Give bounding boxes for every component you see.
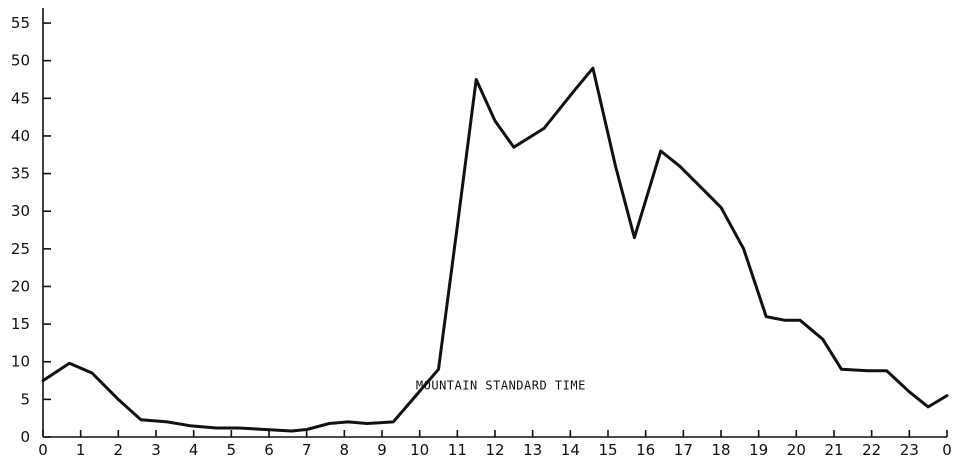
x-tick-label: 22	[862, 441, 881, 459]
y-tick-label: 30	[11, 202, 30, 220]
y-tick-label: 35	[11, 165, 30, 183]
x-tick-label: 19	[749, 441, 768, 459]
x-axis: 0 1 2 3 4 5 6 7 8 9 10 11 12 13 14 15 16 17 18 19 20 21 22 23 0	[38, 430, 952, 459]
y-tick-label: 5	[20, 390, 30, 408]
x-tick-label: 9	[377, 441, 387, 459]
x-tick-label: 21	[824, 441, 843, 459]
y-axis: 0 5 10 15 20 25 30 35 40 45 50 55	[11, 8, 51, 446]
x-tick-label: 11	[448, 441, 467, 459]
x-tick-label: 4	[189, 441, 199, 459]
x-tick-label: 18	[711, 441, 730, 459]
x-tick-label: 13	[523, 441, 542, 459]
x-tick-label: 23	[900, 441, 919, 459]
y-tick-label: 0	[20, 428, 30, 446]
y-tick-label: 10	[11, 353, 30, 371]
x-tick-label: 0	[38, 441, 48, 459]
y-tick-label: 50	[11, 52, 30, 70]
x-tick-label: 15	[598, 441, 617, 459]
series-line	[41, 66, 949, 433]
x-tick-label: 1	[76, 441, 86, 459]
x-tick-label: 0	[942, 441, 952, 459]
x-tick-label: 17	[674, 441, 693, 459]
chart-annotation: MOUNTAIN STANDARD TIME	[416, 379, 586, 393]
x-tick-label: 8	[340, 441, 350, 459]
y-tick-label: 55	[11, 14, 30, 32]
x-tick-label: 14	[561, 441, 580, 459]
y-tick-label: 25	[11, 240, 30, 258]
y-tick-label: 20	[11, 277, 30, 295]
x-tick-label: 10	[410, 441, 429, 459]
x-tick-label: 6	[264, 441, 274, 459]
x-tick-label: 16	[636, 441, 655, 459]
x-tick-label: 20	[787, 441, 806, 459]
y-tick-label: 45	[11, 89, 30, 107]
y-tick-label: 40	[11, 127, 30, 145]
x-tick-label: 12	[485, 441, 504, 459]
x-tick-label: 5	[227, 441, 237, 459]
x-tick-label: 7	[302, 441, 312, 459]
x-tick-label: 2	[114, 441, 124, 459]
x-tick-label: 3	[151, 441, 161, 459]
y-tick-label: 15	[11, 315, 30, 333]
